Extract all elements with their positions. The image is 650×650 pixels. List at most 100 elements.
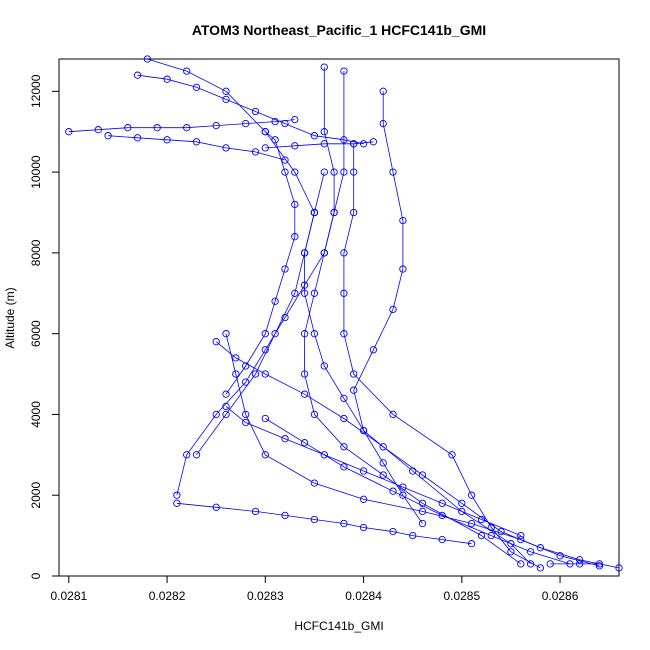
data-point (310, 330, 319, 338)
series-line (176, 502, 472, 545)
x-tick-label: 0.0282 (149, 589, 186, 603)
data-point (350, 168, 358, 176)
series-line (343, 143, 541, 569)
data-point (399, 265, 407, 273)
data-point (281, 435, 289, 443)
y-tick-label: 6000 (29, 320, 43, 347)
data-point (536, 564, 545, 572)
series-line (147, 58, 315, 213)
series-line (265, 141, 374, 149)
data-point (310, 410, 319, 419)
data-point (300, 289, 309, 297)
data-point (222, 87, 230, 95)
data-point (497, 527, 505, 536)
data-point (340, 414, 348, 423)
data-point (300, 330, 309, 338)
data-point (212, 410, 220, 419)
data-point (104, 132, 112, 140)
data-point (153, 124, 161, 132)
data-point (212, 338, 220, 346)
data-point (576, 560, 584, 568)
data-point (300, 370, 309, 378)
data-point (320, 168, 328, 176)
series-12 (104, 132, 289, 164)
data-point (340, 463, 348, 471)
data-point (330, 208, 338, 217)
data-point (222, 410, 230, 419)
data-point (379, 87, 387, 95)
data-point (389, 487, 397, 495)
data-point (359, 140, 368, 148)
data-point (320, 362, 328, 370)
x-axis: 0.0281 0.0282 0.0283 0.0284 0.0285 0.0286 (50, 575, 579, 603)
series-15 (222, 402, 525, 540)
data-point (418, 499, 427, 507)
data-point (192, 451, 201, 459)
series-line (225, 131, 296, 395)
data-point (340, 443, 348, 451)
data-point (517, 531, 525, 540)
data-point (222, 95, 230, 104)
series-line (225, 333, 600, 567)
data-point (438, 511, 446, 520)
data-point (271, 117, 279, 126)
data-point (467, 540, 476, 548)
data-point (291, 142, 299, 150)
data-point (477, 531, 486, 540)
series-line (225, 406, 521, 536)
data-point (340, 394, 348, 402)
data-point (242, 418, 250, 427)
data-point (242, 362, 250, 370)
data-point (320, 451, 328, 459)
data-point (163, 136, 171, 144)
data-point (399, 483, 407, 491)
series-line (265, 418, 571, 565)
data-point (340, 330, 348, 338)
data-point (487, 531, 495, 540)
data-point (340, 168, 348, 176)
data-point (261, 330, 269, 338)
data-point (359, 495, 368, 503)
data-point (261, 144, 269, 152)
data-point (438, 499, 446, 507)
data-point (379, 119, 387, 128)
data-point (389, 527, 397, 536)
data-point (173, 491, 181, 499)
series-13 (261, 138, 378, 152)
data-point (300, 390, 309, 398)
data-point (330, 168, 338, 176)
data-point (251, 107, 260, 116)
series-3 (212, 338, 623, 572)
data-point (212, 503, 220, 511)
data-point (320, 249, 328, 257)
data-point (251, 370, 260, 378)
y-axis: 0 2000 4000 6000 8000 10000 12000 (29, 74, 60, 579)
data-point (448, 451, 456, 459)
data-point (369, 138, 378, 146)
data-point (310, 208, 319, 217)
data-point (222, 390, 230, 398)
series-4 (173, 63, 338, 499)
data-point (340, 136, 348, 144)
data-point (389, 410, 397, 419)
x-axis-title: HCFC141b_GMI (294, 619, 383, 633)
data-point (183, 451, 191, 459)
data-point (556, 552, 564, 560)
data-point (458, 507, 466, 516)
data-point (222, 330, 230, 338)
data-point (310, 479, 319, 487)
y-tick-label: 2000 (29, 482, 43, 509)
series-9 (173, 499, 476, 548)
data-point (143, 55, 152, 63)
series-layer (65, 55, 623, 572)
data-point (310, 515, 319, 524)
data-point (418, 471, 427, 479)
series-line (108, 135, 286, 161)
y-axis-title: Altitude (m) (3, 287, 17, 348)
series-17 (546, 560, 604, 568)
data-point (517, 560, 525, 568)
series-10 (133, 71, 368, 148)
data-point (212, 121, 220, 130)
series-line (68, 119, 295, 133)
data-point (467, 491, 476, 499)
